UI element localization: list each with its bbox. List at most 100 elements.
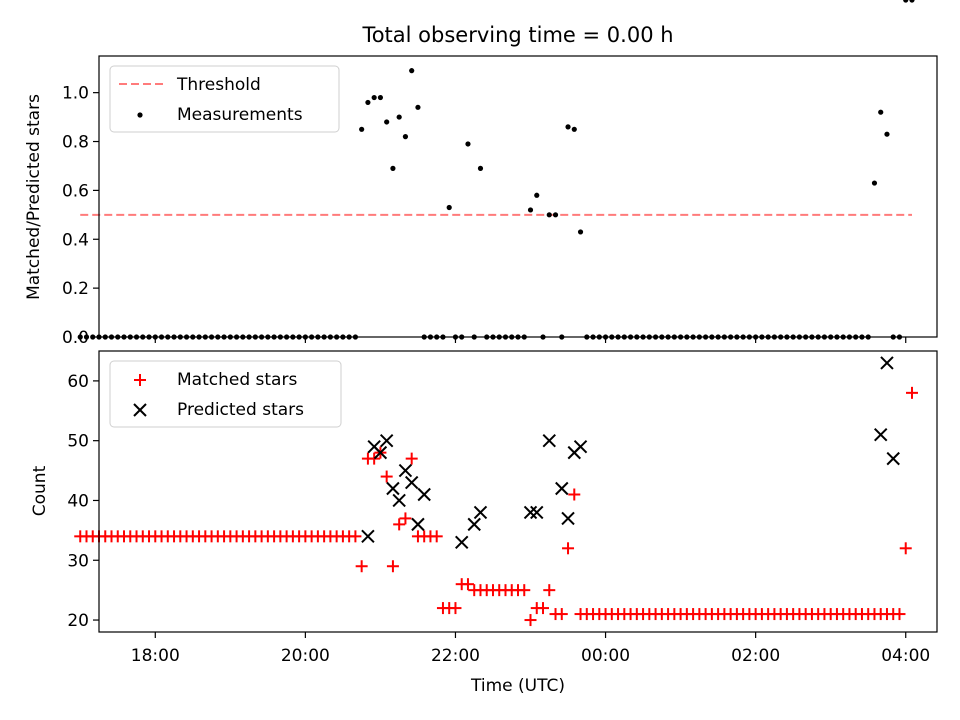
predicted-point <box>386 481 400 496</box>
matched-point <box>355 560 368 573</box>
y-tick-label: 20 <box>67 611 89 631</box>
measurement-point <box>371 94 377 101</box>
measurement-point <box>446 204 452 211</box>
y-tick-label: 0.2 <box>62 279 89 299</box>
matched-point <box>543 584 556 597</box>
x-tick-label: 20:00 <box>281 646 330 666</box>
matched-point <box>405 452 418 465</box>
count-y-axis-label: Count <box>30 465 50 516</box>
predicted-point <box>555 481 569 496</box>
matched-point <box>449 602 462 615</box>
measurement-point <box>77 334 83 340</box>
matched-point <box>349 530 362 543</box>
predicted-point <box>542 433 556 448</box>
legend-measurements-swatch <box>137 112 143 118</box>
x-tick-label: 00:00 <box>581 646 630 666</box>
legend-matched-swatch <box>134 374 146 386</box>
predicted-point <box>886 451 900 466</box>
predicted-point <box>379 433 394 448</box>
ratio-legend: Threshold Measurements <box>109 65 340 133</box>
predicted-point <box>404 475 419 490</box>
matched-point <box>899 542 912 555</box>
series-matched-stars <box>74 386 918 627</box>
predicted-point <box>874 427 888 442</box>
predicted-point <box>455 535 469 550</box>
x-axis-label: Time (UTC) <box>470 676 565 696</box>
matched-point <box>399 512 412 525</box>
y-tick-label: 0.6 <box>62 181 89 201</box>
measurement-point <box>565 124 571 130</box>
measurement-point <box>534 192 540 198</box>
ratio-plot-marks <box>77 0 915 340</box>
measurement-point <box>409 68 415 74</box>
matched-point <box>568 488 581 501</box>
measurement-point <box>465 141 471 147</box>
measurement-point <box>546 212 552 218</box>
measurement-point <box>415 104 421 110</box>
ratio-panel: 0.0 0.2 0.4 0.6 0.8 1.0 Matched/Predicted sta… <box>24 0 938 348</box>
measurement-point <box>402 134 409 140</box>
y-tick-label: 0.8 <box>62 133 89 153</box>
matched-point <box>537 602 550 615</box>
measurement-point <box>884 131 890 137</box>
chart-title: Total observing time = 0.00 h <box>361 23 673 47</box>
measurement-point <box>577 229 584 235</box>
measurement-point <box>552 212 559 218</box>
measurement-point <box>83 334 90 340</box>
count-x-ticks: 18:00 20:00 22:00 00:00 02:00 04:00 <box>131 632 930 666</box>
legend-predicted-label: Predicted stars <box>177 400 304 420</box>
predicted-point <box>373 445 388 460</box>
matched-point <box>905 386 918 399</box>
measurement-point <box>477 165 484 171</box>
y-tick-label: 50 <box>67 432 89 452</box>
matched-point <box>524 614 537 627</box>
x-tick-label: 18:00 <box>131 646 180 666</box>
y-tick-label: 60 <box>67 372 89 392</box>
ratio-y-axis-label: Matched/Predicted stars <box>24 94 44 300</box>
series-measurements <box>77 0 915 340</box>
count-legend: Matched stars Predicted stars <box>109 360 342 428</box>
matched-point <box>518 584 531 597</box>
measurement-point <box>90 334 96 340</box>
matched-point <box>461 578 474 591</box>
measurement-point <box>871 180 878 186</box>
matched-point <box>555 608 568 621</box>
predicted-point <box>523 505 538 520</box>
matched-point <box>430 530 443 543</box>
predicted-point <box>411 517 425 532</box>
measurement-point <box>365 99 371 106</box>
measurement-point <box>384 119 390 125</box>
predicted-point <box>880 356 894 370</box>
predicted-point <box>530 505 544 520</box>
predicted-point <box>398 463 413 478</box>
count-plot-marks <box>74 356 918 627</box>
measurement-point <box>909 0 915 3</box>
legend-predicted-swatch <box>133 403 147 417</box>
legend-threshold-label: Threshold <box>176 75 261 95</box>
measurement-point <box>377 94 384 101</box>
legend-measurements-label: Measurements <box>177 105 303 125</box>
matched-point <box>393 518 406 531</box>
predicted-point <box>573 439 588 454</box>
predicted-point <box>467 517 481 532</box>
measurement-point <box>527 207 534 213</box>
measurement-point <box>396 114 402 120</box>
predicted-point <box>392 493 406 508</box>
matched-point <box>380 470 393 483</box>
matched-point <box>893 608 906 621</box>
series-predicted-stars <box>361 356 900 550</box>
matched-point <box>562 542 575 555</box>
matched-point <box>368 452 381 465</box>
count-y-ticks: 20 30 40 50 60 <box>67 372 99 631</box>
measurement-point <box>878 109 884 115</box>
count-panel: 20 30 40 50 60 18:00 20:00 22:00 00:00 02:00 04:0… <box>30 350 938 666</box>
measurement-point <box>359 126 365 132</box>
ratio-y-ticks: 0.0 0.2 0.4 0.6 0.8 1.0 <box>62 84 99 348</box>
y-tick-label: 30 <box>67 551 89 571</box>
predicted-point <box>561 511 575 526</box>
predicted-point <box>473 505 488 520</box>
matched-point <box>386 560 399 573</box>
ratio-plot-frame <box>98 55 938 338</box>
